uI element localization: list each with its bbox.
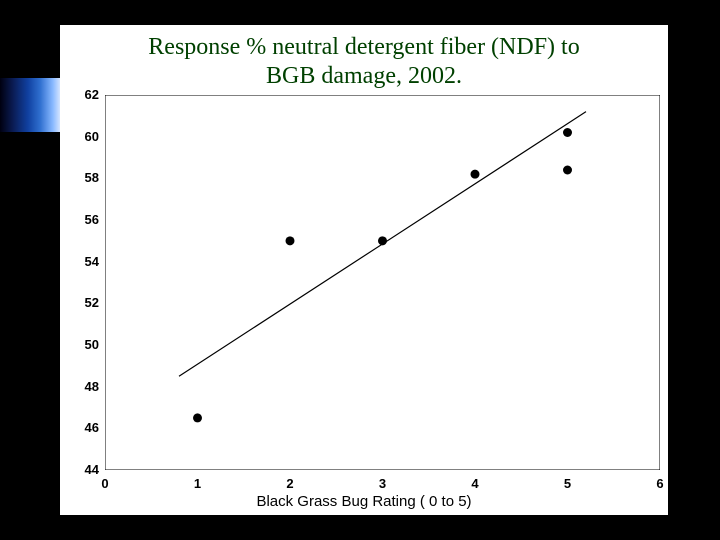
accent-gradient (0, 78, 62, 132)
x-tick: 1 (188, 476, 208, 491)
y-tick: 60 (75, 129, 99, 144)
y-tick: 52 (75, 295, 99, 310)
x-tick: 6 (650, 476, 670, 491)
y-tick: 46 (75, 420, 99, 435)
slide-background: Response % neutral detergent fiber (NDF)… (0, 0, 720, 540)
x-tick: 2 (280, 476, 300, 491)
y-tick: 58 (75, 170, 99, 185)
y-tick: 62 (75, 87, 99, 102)
y-tick: 54 (75, 254, 99, 269)
scatter-plot (105, 95, 660, 470)
x-tick: 5 (558, 476, 578, 491)
x-tick: 3 (373, 476, 393, 491)
y-tick: 44 (75, 462, 99, 477)
chart-title: Response % neutral detergent fiber (NDF)… (60, 33, 668, 91)
title-line1: Response % neutral detergent fiber (NDF)… (148, 34, 579, 60)
x-tick: 0 (95, 476, 115, 491)
title-line2: BGB damage, 2002. (266, 63, 462, 89)
y-tick: 50 (75, 337, 99, 352)
y-tick: 48 (75, 379, 99, 394)
x-tick: 4 (465, 476, 485, 491)
x-axis-label: Black Grass Bug Rating ( 0 to 5) (60, 493, 668, 510)
y-tick: 56 (75, 212, 99, 227)
chart-panel: Response % neutral detergent fiber (NDF)… (60, 25, 668, 515)
